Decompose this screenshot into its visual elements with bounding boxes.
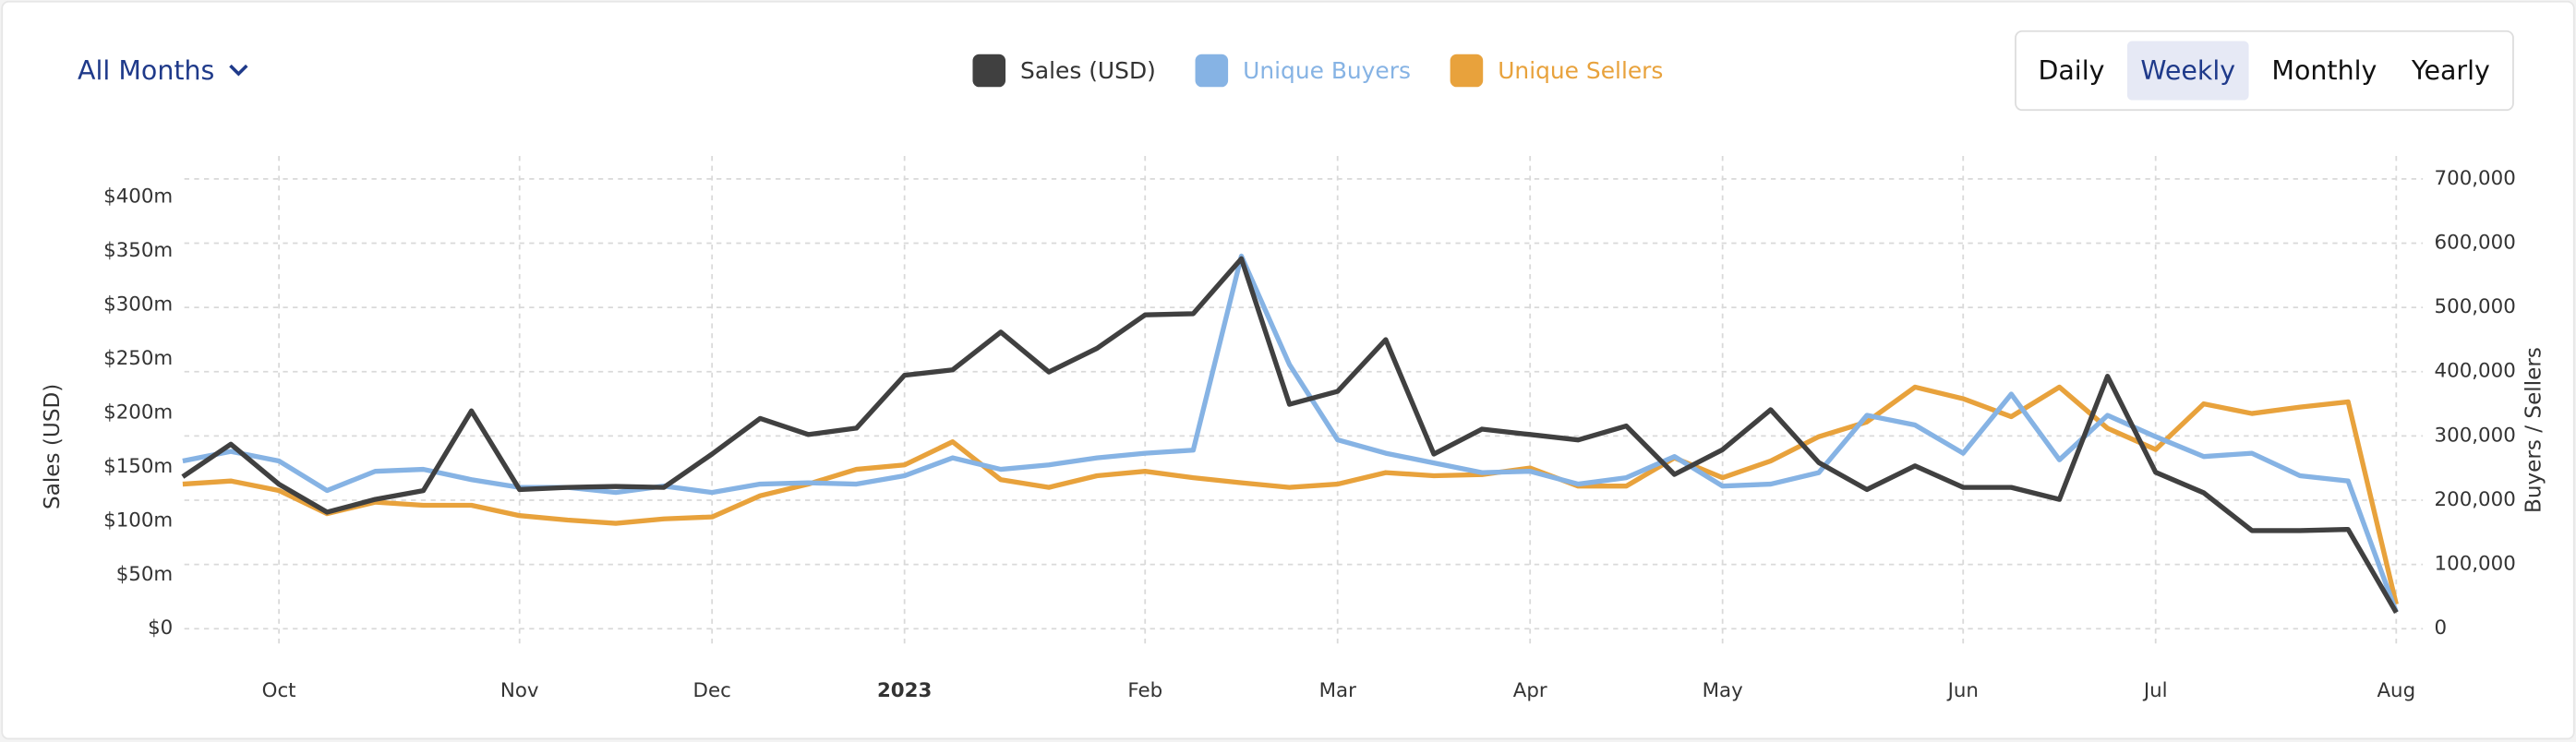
x-tick-label: May (1703, 679, 1743, 702)
period-button[interactable]: Monthly (2271, 55, 2377, 86)
x-tick-label: Aug (2377, 679, 2415, 702)
legend-label[interactable]: Unique Sellers (1498, 57, 1663, 84)
dropdown-label[interactable]: All Months (78, 55, 214, 86)
y-tick-label: $300m (103, 293, 173, 317)
y2-tick-label: 400,000 (2435, 360, 2516, 383)
y2-tick-label: 300,000 (2435, 424, 2516, 447)
y2-tick-label: 200,000 (2435, 488, 2516, 511)
y-tick-label: $250m (103, 347, 173, 370)
y2-tick-label: 0 (2435, 616, 2448, 640)
legend-swatch[interactable] (972, 54, 1006, 88)
period-button[interactable]: Weekly (2140, 55, 2235, 86)
y-tick-label: $150m (103, 455, 173, 478)
y-tick-label: $350m (103, 239, 173, 262)
y-tick-label: $200m (103, 401, 173, 425)
y-tick-label: $0 (148, 616, 173, 640)
chevron-icon[interactable] (229, 64, 248, 77)
y2-tick-label: 500,000 (2435, 295, 2516, 318)
legend-swatch[interactable] (1450, 54, 1484, 88)
y2-tick-label: 600,000 (2435, 232, 2516, 255)
x-tick-label: Apr (1513, 679, 1547, 702)
y2-axis-title: Buyers / Sellers (2522, 347, 2546, 513)
legend-label[interactable]: Sales (USD) (1020, 57, 1156, 84)
y-axis-title: Sales (USD) (41, 384, 65, 509)
x-tick-label: Oct (262, 679, 296, 702)
period-button-selected[interactable] (2126, 41, 2249, 101)
legend-swatch[interactable] (1195, 54, 1229, 88)
legend-label[interactable]: Unique Buyers (1243, 57, 1411, 84)
y2-tick-label: 700,000 (2435, 167, 2516, 190)
period-button[interactable]: Daily (2038, 55, 2104, 86)
x-tick-label: Jun (1946, 679, 1979, 702)
series-line (181, 256, 2399, 614)
month-dropdown[interactable]: All Months (78, 55, 248, 86)
x-tick-label: Jul (2142, 679, 2168, 702)
y-tick-label: $400m (103, 186, 173, 209)
x-tick-label: Nov (500, 679, 539, 702)
period-button[interactable]: Yearly (2411, 55, 2490, 86)
y-tick-label: $100m (103, 509, 173, 532)
y-tick-label: $50m (116, 563, 174, 586)
y2-tick-label: 100,000 (2435, 553, 2516, 576)
x-tick-label: Dec (693, 679, 731, 702)
series-line (182, 384, 2399, 605)
x-tick-label: Mar (1319, 679, 1356, 702)
x-tick-label: 2023 (877, 679, 932, 702)
x-tick-label: Feb (1127, 679, 1162, 702)
